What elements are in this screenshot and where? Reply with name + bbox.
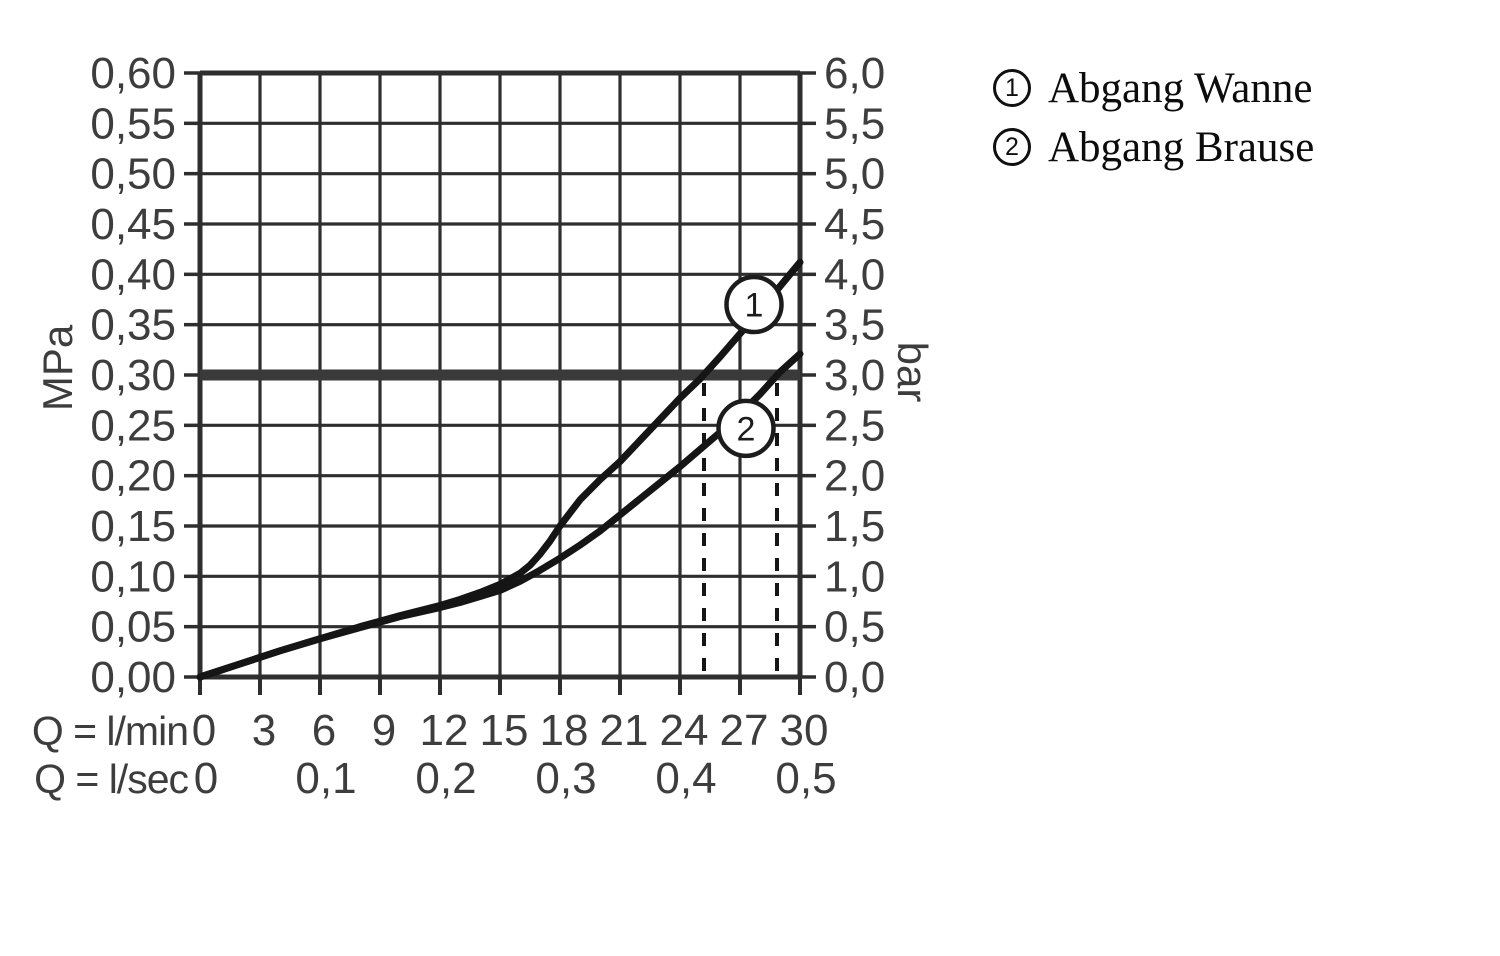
y-left-label: 0,60 <box>90 49 176 98</box>
y-left-label: 0,00 <box>90 653 176 702</box>
x-lmin-label: 27 <box>720 706 769 755</box>
y-right-label: 4,5 <box>824 200 885 249</box>
tick-marks <box>184 71 816 695</box>
y-right-label: 3,0 <box>824 351 885 400</box>
y-right-label: 4,0 <box>824 250 885 299</box>
y-right-label: 0,0 <box>824 653 885 702</box>
y-right-label: 5,5 <box>824 99 885 148</box>
y-right-label: 0,5 <box>824 603 885 652</box>
y-left-label: 0,50 <box>90 150 176 199</box>
x-lmin-label: 3 <box>252 706 276 755</box>
marker-circle <box>716 398 776 459</box>
y-left-label: 0,55 <box>90 99 176 148</box>
y-left-label: 0,40 <box>90 250 176 299</box>
legend-label-abgang-brause: Abgang Brause <box>1048 123 1315 171</box>
x-lsec-label: 0 <box>194 754 218 803</box>
x-lmin-label: 9 <box>372 706 396 755</box>
y-right-label: 2,0 <box>824 452 885 501</box>
y-left-label: 0,20 <box>90 452 176 501</box>
legend-item-abgang-wanne: 1 Abgang Wanne <box>993 64 1314 112</box>
y-left-unit-label: MPa <box>34 324 81 411</box>
marker-number: 2 <box>737 410 756 448</box>
x-lsec-label: 0,2 <box>415 754 476 803</box>
y-left-label: 0,15 <box>90 502 176 551</box>
x-lsec-label: 0,3 <box>535 754 596 803</box>
circled-1-icon: 1 <box>993 69 1031 107</box>
x-lmin-label: 12 <box>420 706 469 755</box>
legend: 1 Abgang Wanne 2 Abgang Brause <box>993 64 1315 184</box>
x-lmin-label: 15 <box>480 706 529 755</box>
x-axis-lsec-title: Q = l/sec <box>34 756 188 802</box>
axis-labels: 0,000,050,100,150,200,250,300,350,400,45… <box>32 49 936 803</box>
y-right-label: 1,5 <box>824 502 885 551</box>
x-lmin-label: 18 <box>540 706 589 755</box>
y-right-label: 1,0 <box>824 552 885 601</box>
x-axis-lmin-title: Q = l/min <box>32 708 188 754</box>
x-lmin-label: 21 <box>600 706 649 755</box>
x-lsec-label: 0,4 <box>655 754 716 803</box>
y-left-label: 0,45 <box>90 200 176 249</box>
x-lmin-label: 0 <box>192 706 216 755</box>
x-lmin-label: 24 <box>660 706 709 755</box>
y-right-unit-label: bar <box>889 342 936 403</box>
y-left-label: 0,30 <box>90 351 176 400</box>
legend-label-abgang-wanne: Abgang Wanne <box>1048 64 1313 112</box>
x-lmin-label: 30 <box>780 706 829 755</box>
marker-number: 1 <box>745 287 764 325</box>
y-right-label: 2,5 <box>824 401 885 450</box>
y-left-label: 0,35 <box>90 301 176 350</box>
y-right-label: 3,5 <box>824 301 885 350</box>
x-lsec-label: 0,1 <box>295 754 356 803</box>
y-left-label: 0,05 <box>90 603 176 652</box>
y-right-label: 6,0 <box>824 49 885 98</box>
circled-2-icon: 2 <box>993 128 1031 166</box>
y-right-label: 5,0 <box>824 150 885 199</box>
x-lmin-label: 6 <box>312 706 336 755</box>
curve-marker-1: 1 <box>724 274 784 335</box>
y-left-label: 0,25 <box>90 401 176 450</box>
y-left-label: 0,10 <box>90 552 176 601</box>
x-lsec-label: 0,5 <box>775 754 836 803</box>
marker-circle <box>724 274 784 335</box>
legend-item-abgang-brause: 2 Abgang Brause <box>993 123 1315 171</box>
curve-marker-2: 2 <box>716 398 776 459</box>
